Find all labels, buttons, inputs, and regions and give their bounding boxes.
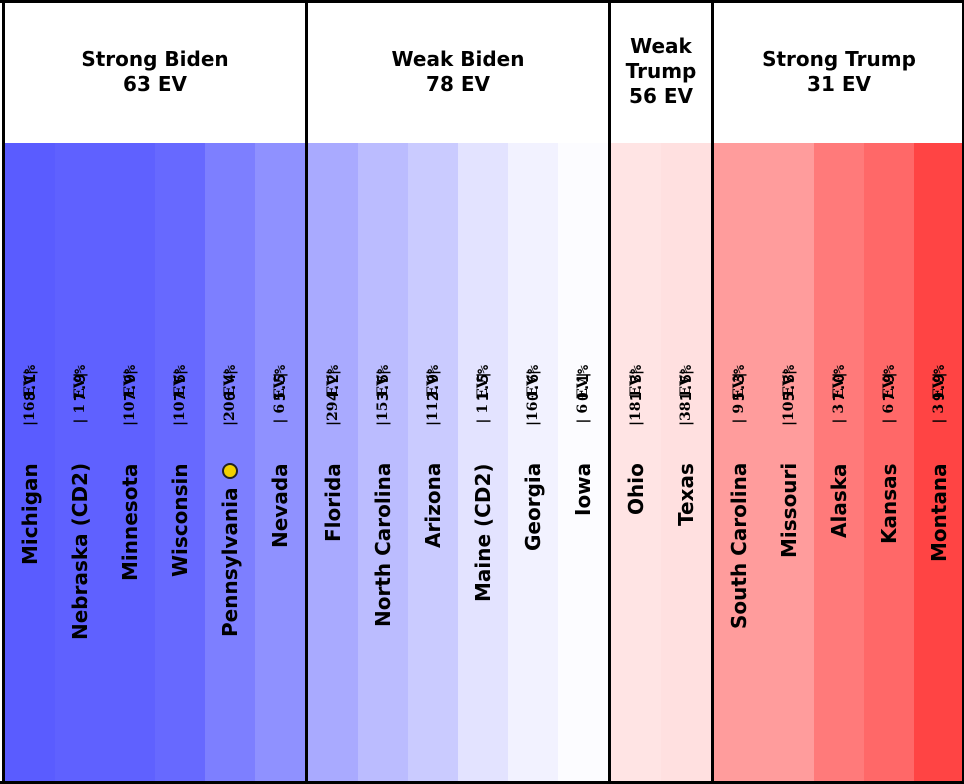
state-column: 5.5% | 6 EV| Nevada xyxy=(255,143,305,784)
state-column: 7.5% |10 EV| Wisconsin xyxy=(155,143,205,784)
state-name-text: Kansas xyxy=(877,463,901,544)
group-ev-total: 63 EV xyxy=(123,71,187,96)
state-name-text: Nebraska (CD2) xyxy=(68,462,92,640)
state-ev: |29 EV| xyxy=(325,369,341,427)
state-name: Montana xyxy=(927,463,951,562)
state-column: 6.4% |20 EV| Pennsylvania xyxy=(205,143,255,784)
state-name: Alaska xyxy=(827,463,851,538)
state-name: Georgia xyxy=(521,463,545,551)
state-name-text: Ohio xyxy=(624,463,648,515)
state-name: South Carolina xyxy=(727,463,751,629)
state-name: Missouri xyxy=(777,463,801,558)
state-column: 0.1% | 6 EV| Iowa xyxy=(558,143,608,784)
state-name-text: Michigan xyxy=(18,463,42,565)
state-column: 3.5% |15 EV| North Carolina xyxy=(358,143,408,784)
state-ev: |18 EV| xyxy=(628,369,644,427)
state-ev: | 9 EV| xyxy=(731,372,747,424)
state-name: Nevada xyxy=(268,463,292,548)
state-ev: | 3 EV| xyxy=(931,372,947,424)
border-line xyxy=(0,0,964,3)
state-name-text: Wisconsin xyxy=(168,463,192,577)
state-name: Arizona xyxy=(421,463,445,548)
group-divider xyxy=(2,0,5,784)
state-name-text: Montana xyxy=(927,463,951,562)
state-name: Kansas xyxy=(877,463,901,544)
state-name-text: Pennsylvania xyxy=(218,487,242,637)
state-name: Ohio xyxy=(624,463,648,515)
state-ev: |38 EV| xyxy=(678,369,694,427)
state-ev: |20 EV| xyxy=(222,369,238,427)
state-name: Maine (CD2) xyxy=(471,464,495,603)
state-column: 7.9% | 1 EV| Nebraska (CD2) xyxy=(55,143,105,784)
state-name-text: Alaska xyxy=(827,463,851,538)
state-name: Florida xyxy=(321,463,345,542)
state-ev: | 6 EV| xyxy=(575,372,591,424)
border-line xyxy=(0,781,964,784)
state-name-text: Iowa xyxy=(571,462,595,516)
state-column: 7.9% |10 EV| Minnesota xyxy=(105,143,155,784)
state-ev: |15 EV| xyxy=(375,369,391,427)
state-column: 1.3% |18 EV| Ohio xyxy=(611,143,661,784)
state-ev: | 3 EV| xyxy=(831,372,847,424)
state-name: Nebraska (CD2) xyxy=(68,463,92,640)
group-name: Strong Biden xyxy=(81,46,229,71)
group-ev-total: 78 EV xyxy=(426,71,490,96)
group-header: Strong Biden 63 EV xyxy=(5,0,305,143)
state-column: 4.2% |29 EV| Florida xyxy=(308,143,358,784)
state-name: North Carolina xyxy=(371,463,395,627)
state-name: Iowa xyxy=(571,463,595,516)
state-name: Texas xyxy=(674,463,698,526)
group-divider xyxy=(305,0,308,784)
state-name-text: Texas xyxy=(674,463,698,526)
state-ev: | 6 EV| xyxy=(881,372,897,424)
state-column: 1.5% |38 EV| Texas xyxy=(661,143,711,784)
group-divider xyxy=(711,0,714,784)
state-column: 5.3% | 9 EV| South Carolina xyxy=(714,143,764,784)
state-column: 5.3% |10 EV| Missouri xyxy=(764,143,814,784)
state-name-text: Florida xyxy=(321,463,345,542)
group-ev-total: 56 EV xyxy=(629,84,693,108)
state-name-text: Nevada xyxy=(268,463,292,548)
state-name-text: Georgia xyxy=(521,462,545,551)
state-column: 0.6% |16 EV| Georgia xyxy=(508,143,558,784)
state-ev: | 1 EV| xyxy=(475,372,491,424)
state-column: 7.9% | 6 EV| Kansas xyxy=(864,143,914,784)
state-column: 7.0% | 3 EV| Alaska xyxy=(814,143,864,784)
group-ev-total: 31 EV xyxy=(807,71,871,96)
state-column: 2.9% |11 EV| Arizona xyxy=(408,143,458,784)
state-column: 1.5% | 1 EV| Maine (CD2) xyxy=(458,143,508,784)
state-ev: | 1 EV| xyxy=(72,372,88,424)
state-name-text: Arizona xyxy=(421,462,445,548)
state-ev: |10 EV| xyxy=(781,369,797,427)
state-name-text: South Carolina xyxy=(727,462,751,629)
group-header: Strong Trump 31 EV xyxy=(714,0,964,143)
state-name-text: North Carolina xyxy=(371,462,395,627)
state-column: 8.1% |16 EV| Michigan xyxy=(5,143,55,784)
state-name: Michigan xyxy=(18,463,42,565)
group-divider xyxy=(608,0,611,784)
state-name-text: Missouri xyxy=(777,462,801,558)
state-ev: | 6 EV| xyxy=(272,372,288,424)
state-column: 9.9% | 3 EV| Montana xyxy=(914,143,964,784)
group-name: Weak Trump xyxy=(625,34,697,83)
group-divider xyxy=(962,0,964,784)
group-name: Weak Biden xyxy=(391,46,525,71)
state-ev: |10 EV| xyxy=(122,369,138,427)
state-ev: |10 EV| xyxy=(172,369,188,427)
state-ev: |16 EV| xyxy=(22,369,38,427)
group-name: Strong Trump xyxy=(762,46,916,71)
state-name: Wisconsin xyxy=(168,463,192,577)
state-name-text: Maine (CD2) xyxy=(471,463,495,603)
group-header: Weak Biden 78 EV xyxy=(308,0,608,143)
tipping-point-icon xyxy=(222,463,238,480)
state-name-text: Minnesota xyxy=(118,463,142,582)
state-name: Pennsylvania xyxy=(218,463,242,637)
state-name: Minnesota xyxy=(118,464,142,582)
group-header: Weak Trump 56 EV xyxy=(611,0,711,143)
state-ev: |16 EV| xyxy=(525,369,541,427)
state-ev: |11 EV| xyxy=(425,369,441,427)
